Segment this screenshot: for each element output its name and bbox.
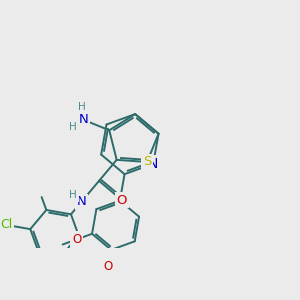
Text: N: N	[148, 157, 158, 171]
Text: O: O	[104, 260, 113, 273]
Text: H: H	[77, 102, 85, 112]
Text: S: S	[143, 155, 151, 169]
Text: Cl: Cl	[0, 218, 12, 231]
Text: O: O	[72, 233, 81, 246]
Text: H: H	[69, 122, 77, 133]
Text: N: N	[79, 113, 89, 127]
Text: N: N	[76, 195, 86, 208]
Text: O: O	[117, 194, 127, 207]
Text: H: H	[69, 190, 77, 200]
